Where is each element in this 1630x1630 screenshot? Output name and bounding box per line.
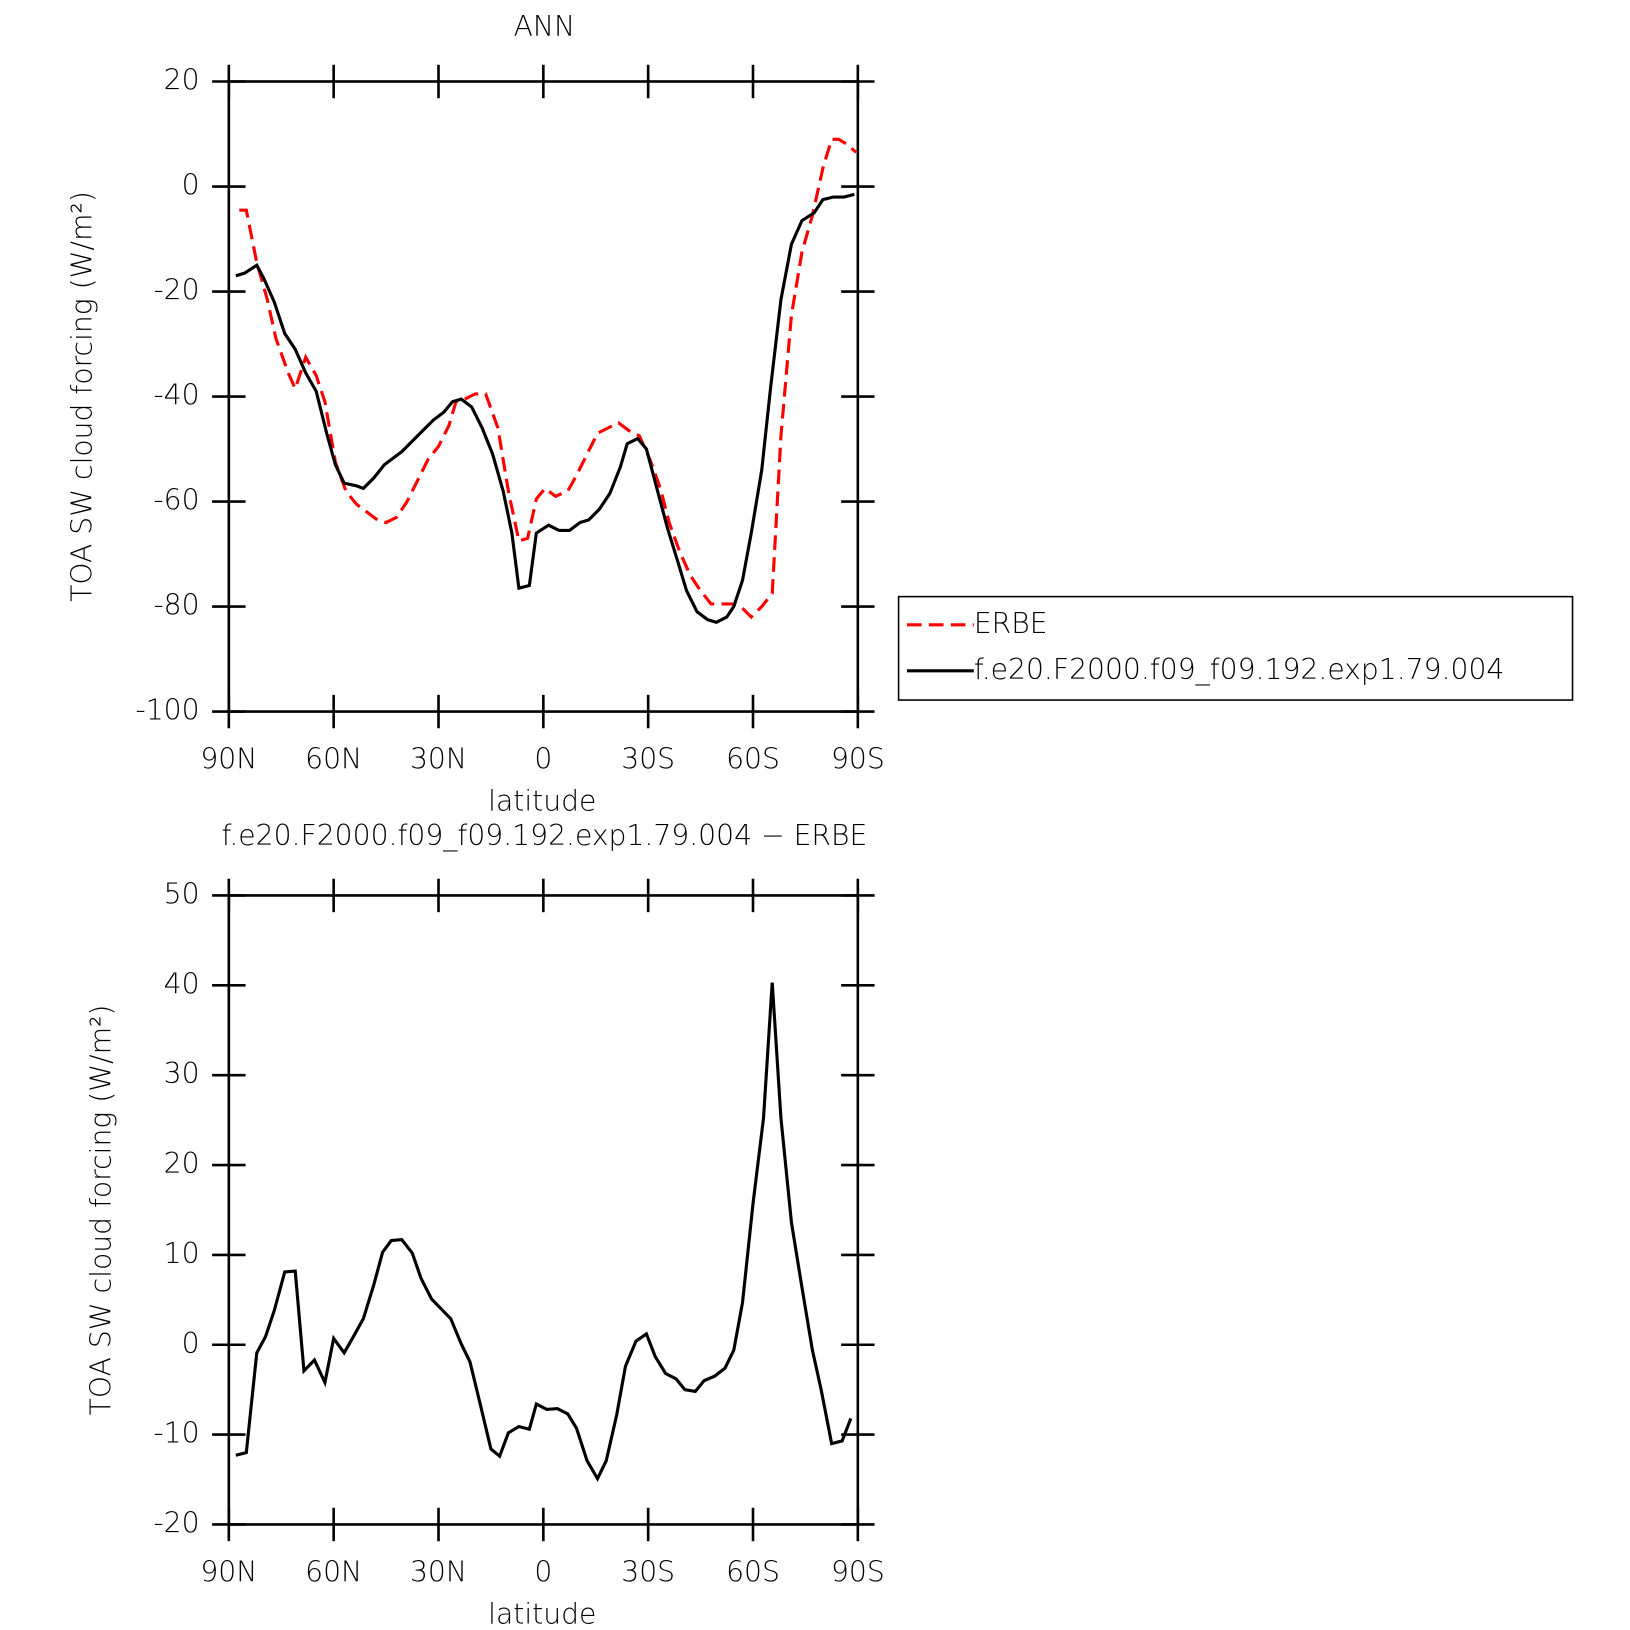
legend-label: ERBE <box>974 607 1048 640</box>
chart-title: f.e20.F2000.f09_f09.192.exp1.79.004 − ER… <box>221 819 867 853</box>
x-tick-label: 0 <box>534 1556 552 1589</box>
plot-frame <box>227 80 860 713</box>
y-tick-label: 40 <box>164 967 200 1000</box>
x-tick-label: 90S <box>831 743 885 776</box>
y-axis-label: TOA SW cloud forcing (W/m²) <box>84 1005 117 1416</box>
y-tick-label: 50 <box>164 877 200 910</box>
plot-frame <box>227 894 860 1526</box>
y-tick-label: 30 <box>164 1057 200 1090</box>
y-tick-label: -40 <box>153 379 199 412</box>
x-tick-label: 30N <box>410 1556 467 1589</box>
x-tick-label: 30S <box>621 743 675 776</box>
x-tick-label: 60N <box>305 743 362 776</box>
x-tick-label: 60N <box>305 1556 362 1589</box>
x-tick-label: 0 <box>534 743 552 776</box>
y-tick-label: -100 <box>136 694 200 727</box>
y-tick-label: -20 <box>153 1506 199 1539</box>
data-line <box>235 982 853 1482</box>
x-tick-label: 30N <box>410 743 467 776</box>
y-tick-label: -20 <box>153 274 199 307</box>
x-axis-label: latitude <box>488 1597 596 1630</box>
y-axis-label: TOA SW cloud forcing (W/m²) <box>66 191 99 602</box>
y-tick-label: 20 <box>164 1147 200 1180</box>
x-tick-label: 60S <box>726 743 780 776</box>
x-tick-label: 60S <box>726 1556 780 1589</box>
y-tick-label: 0 <box>182 169 200 202</box>
data-line <box>239 137 858 620</box>
y-tick-label: -10 <box>153 1417 199 1450</box>
x-axis-label: latitude <box>488 784 596 817</box>
y-tick-label: 0 <box>182 1327 200 1360</box>
x-tick-label: 90S <box>831 1556 885 1589</box>
y-tick-label: 10 <box>164 1237 200 1270</box>
legend-label: f.e20.F2000.f09_f09.192.exp1.79.004 <box>974 653 1505 687</box>
y-tick-label: 20 <box>164 64 200 97</box>
x-tick-label: 30S <box>621 1556 675 1589</box>
legend-box <box>897 595 1574 701</box>
y-tick-label: -80 <box>153 589 199 622</box>
chart-title: ANN <box>514 10 576 43</box>
y-tick-label: -60 <box>153 484 199 517</box>
data-line <box>235 192 855 624</box>
x-tick-label: 90N <box>200 1556 257 1589</box>
x-tick-label: 90N <box>200 743 257 776</box>
